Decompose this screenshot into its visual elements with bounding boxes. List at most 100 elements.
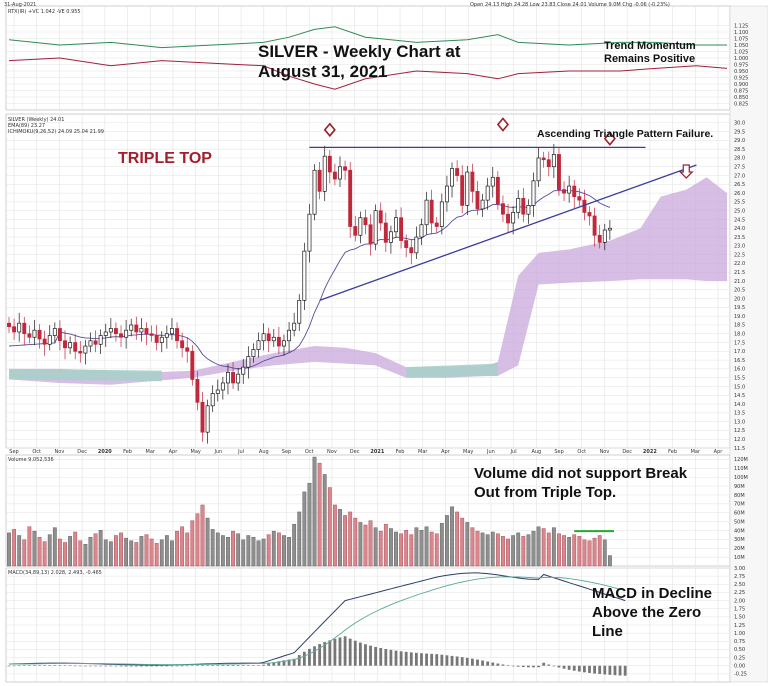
macd-histogram-bar: [348, 638, 352, 666]
candle-body: [526, 205, 531, 215]
volume-bar: [373, 527, 378, 567]
candle-body: [419, 224, 424, 238]
x-tick-label: Jul: [237, 449, 244, 455]
candle-body: [562, 189, 566, 194]
volume-bar: [282, 535, 286, 567]
volume-bar: [465, 522, 470, 567]
x-tick-label: 2021: [370, 449, 384, 455]
volume-bar: [414, 527, 419, 567]
candle-body: [271, 336, 276, 342]
y-tick-label: 20.0: [734, 296, 745, 302]
y-tick-label: 15.5: [734, 375, 745, 381]
candle-body: [327, 155, 332, 173]
macd-histogram-bar: [262, 664, 266, 666]
macd-histogram-bar: [12, 665, 16, 667]
volume-bar: [368, 520, 373, 567]
triple-top-marker: [496, 117, 509, 132]
macd-histogram-bar: [175, 665, 179, 667]
candle-body: [282, 340, 286, 347]
y-tick-label: 24.0: [734, 226, 745, 232]
candle-body: [607, 227, 612, 231]
macd-histogram-bar: [460, 657, 464, 666]
volume-bar: [108, 541, 113, 567]
volume-bar: [597, 535, 602, 567]
y-tick-label: 11.5: [734, 446, 745, 452]
macd-histogram-bar: [567, 665, 571, 670]
macd-histogram-bar: [277, 661, 281, 666]
candle-body: [170, 328, 174, 335]
candle-body: [113, 328, 118, 335]
y-tick-label: -0.25: [734, 672, 747, 678]
candle-body: [47, 335, 52, 345]
volume-bar: [439, 523, 444, 567]
candle-body: [292, 322, 297, 331]
y-tick-label: 0.975: [734, 62, 748, 68]
macd-histogram-bar: [165, 665, 169, 667]
macd-histogram-bar: [33, 665, 36, 666]
ascending-triangle-note: Ascending Triangle Pattern Failure.: [537, 128, 714, 140]
y-tick-label: 27.0: [734, 173, 745, 179]
macd-histogram-bar: [343, 636, 347, 666]
macd-histogram-bar: [577, 665, 581, 672]
volume-bar: [455, 511, 460, 567]
candle-body: [358, 217, 363, 236]
volume-bar: [521, 536, 526, 567]
x-tick-label: Dec: [77, 449, 87, 455]
y-tick-label: 1.075: [734, 36, 748, 42]
candle-body: [32, 329, 37, 338]
y-tick-label: 21.5: [734, 270, 745, 276]
volume-bar: [78, 540, 83, 567]
x-tick-label: Apr: [169, 449, 179, 455]
triple-top-marker: [603, 131, 616, 146]
volume-bar: [63, 542, 67, 567]
candle-body: [73, 342, 78, 352]
macd-histogram-bar: [236, 665, 240, 666]
candle-body: [266, 333, 271, 342]
candle-body: [490, 176, 495, 187]
macd-histogram-bar: [496, 663, 500, 666]
volume-bar: [287, 537, 291, 567]
macd-histogram-bar: [114, 665, 118, 667]
candle-body: [592, 215, 597, 236]
candle-body: [78, 350, 83, 354]
x-tick-label: Aug: [531, 449, 541, 455]
volume-bar: [424, 526, 429, 567]
y-tick-label: 0.825: [734, 101, 748, 107]
macd-histogram-bar: [323, 642, 327, 666]
y-tick-label: 1.25: [734, 623, 745, 629]
macd-histogram-bar: [246, 665, 250, 666]
chart-title: SILVER - Weekly Chart at August 31, 2021: [258, 42, 468, 82]
y-tick-label: 19.5: [734, 305, 745, 311]
candle-body: [98, 335, 103, 345]
macd-histogram-bar: [53, 665, 57, 666]
macd-histogram-bar: [557, 665, 561, 668]
rsi-line-ve: [8, 57, 728, 90]
macd-histogram-bar: [562, 665, 566, 669]
volume-bar: [159, 539, 164, 567]
candle-body: [7, 322, 11, 328]
volume-bar: [587, 540, 592, 567]
volume-bar: [144, 534, 149, 567]
ichimoku-cloud: [9, 177, 727, 385]
x-tick-label: Mar: [146, 449, 156, 455]
y-tick-label: 1.000: [734, 56, 748, 62]
volume-bar: [506, 538, 510, 567]
macd-histogram-bar: [287, 659, 291, 666]
volume-bar: [205, 517, 210, 567]
macd-histogram-bar: [603, 665, 607, 675]
volume-bar: [409, 534, 414, 567]
candle-body: [404, 240, 409, 248]
candle-body: [343, 166, 348, 171]
x-tick-label: 2020: [98, 449, 112, 455]
y-tick-label: 0.00: [734, 664, 745, 670]
x-tick-label: Mar: [691, 449, 701, 455]
candle-body: [108, 328, 113, 333]
y-tick-label: 13.0: [734, 419, 745, 425]
macd-histogram-bar: [430, 653, 434, 666]
macd-histogram-bar: [486, 661, 490, 666]
x-tick-label: Nov: [327, 449, 337, 455]
macd-histogram-bar: [511, 665, 515, 667]
y-tick-label: 120M: [734, 457, 748, 463]
candle-body: [231, 372, 236, 384]
candle-body: [256, 340, 261, 350]
